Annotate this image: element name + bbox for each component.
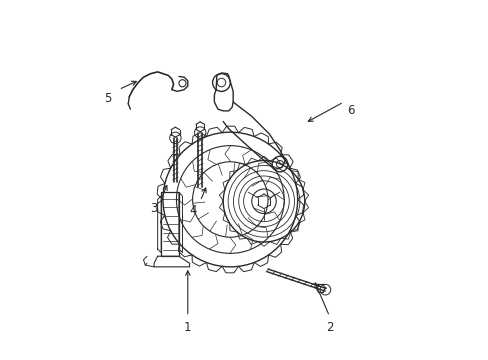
Text: 3: 3 — [150, 202, 158, 215]
Text: 5: 5 — [104, 92, 111, 105]
Polygon shape — [214, 73, 233, 111]
Polygon shape — [154, 256, 189, 267]
Text: 1: 1 — [183, 321, 191, 334]
Polygon shape — [157, 196, 161, 253]
Text: 2: 2 — [325, 321, 333, 334]
Polygon shape — [161, 192, 179, 256]
Text: 6: 6 — [346, 104, 354, 117]
Polygon shape — [179, 192, 182, 253]
Text: 4: 4 — [189, 204, 197, 217]
